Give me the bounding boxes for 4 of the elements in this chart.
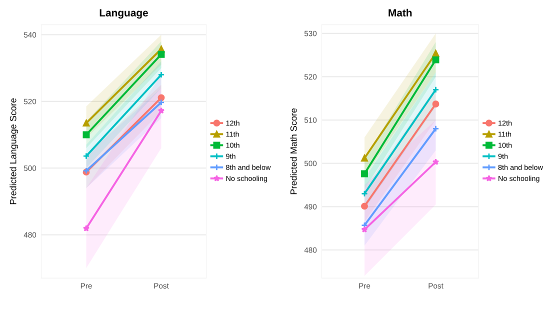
chart-title: Math xyxy=(388,8,412,16)
chart-title: Language xyxy=(100,9,148,19)
y-axis-title: Predicted Math Score xyxy=(290,108,297,194)
y-axis-title: Predicted Language Score xyxy=(10,98,18,204)
